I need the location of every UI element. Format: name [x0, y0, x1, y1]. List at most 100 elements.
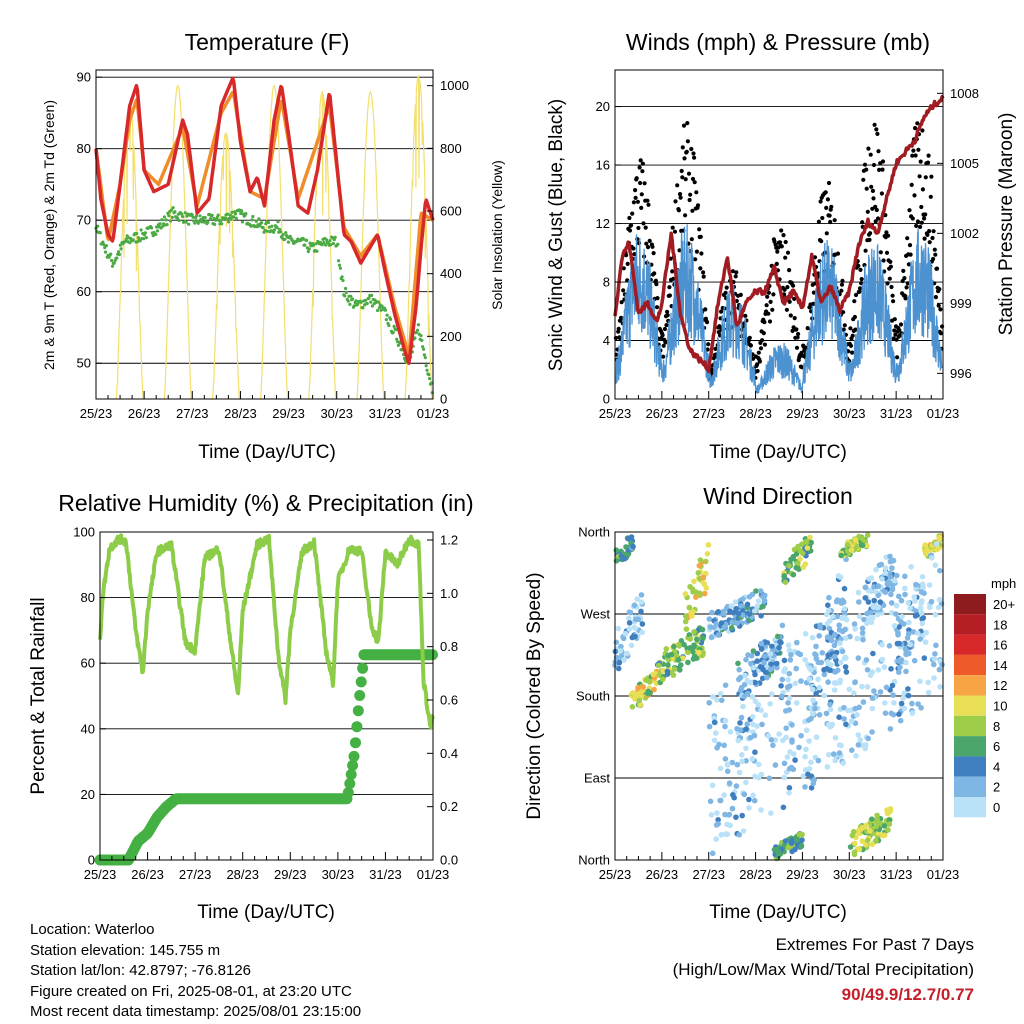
direction-point — [779, 622, 786, 629]
direction-point — [750, 664, 757, 671]
direction-point — [866, 616, 872, 622]
direction-point — [821, 671, 828, 678]
gust-point — [908, 252, 913, 257]
dewpoint-point — [259, 221, 264, 225]
direction-point — [798, 732, 804, 739]
direction-point — [757, 588, 764, 594]
x-tick-label: 25/23 — [80, 406, 113, 421]
direction-point — [740, 703, 746, 710]
gust-point — [818, 199, 823, 204]
direction-point — [768, 661, 774, 667]
gust-point — [641, 221, 646, 226]
direction-point — [810, 686, 816, 693]
direction-point — [790, 571, 797, 578]
gust-point — [775, 249, 780, 254]
y-tick-label: 200 — [440, 329, 462, 344]
direction-point — [810, 697, 816, 704]
direction-point — [760, 603, 766, 610]
gust-point — [787, 299, 792, 304]
direction-point — [780, 804, 787, 811]
direction-point — [865, 599, 872, 605]
direction-point — [824, 621, 831, 627]
direction-point — [708, 634, 715, 641]
dewpoint-point — [324, 238, 329, 242]
direction-point — [790, 555, 796, 562]
direction-point — [854, 712, 860, 718]
direction-point — [627, 609, 634, 616]
gust-point — [853, 327, 858, 332]
gust-point — [701, 274, 706, 279]
dewpoint-point — [164, 218, 168, 222]
gust-point — [857, 286, 863, 291]
gust-point — [910, 153, 915, 158]
direction-point — [848, 718, 855, 724]
dewpoint-point — [194, 214, 199, 218]
direction-point — [840, 760, 847, 766]
gust-point — [871, 162, 877, 168]
direction-point — [860, 636, 866, 643]
dewpoint-point — [232, 215, 236, 219]
direction-point — [849, 832, 856, 839]
dewpoint-point — [283, 237, 287, 241]
dewpoint-point — [96, 224, 100, 228]
gust-point — [875, 216, 881, 221]
gust-point — [662, 326, 667, 332]
gust-point — [685, 139, 690, 144]
direction-point — [825, 660, 832, 667]
gust-point — [866, 146, 871, 151]
gust-point — [850, 333, 855, 338]
direction-point — [766, 775, 773, 782]
y-tick-label: 20 — [596, 99, 610, 114]
direction-point — [846, 686, 853, 693]
dewpoint-point — [175, 216, 180, 220]
direction-point — [917, 636, 923, 642]
direction-point — [875, 604, 881, 611]
direction-point — [631, 624, 638, 631]
dewpoint-point — [416, 323, 420, 327]
station-info: Location: Waterloo Station elevation: 14… — [30, 920, 361, 1023]
dewpoint-point — [341, 278, 345, 283]
dewpoint-point — [286, 240, 290, 244]
y-tick-label: 0 — [603, 392, 610, 407]
direction-point — [917, 678, 923, 685]
x-axis-title: Time (Day/UTC) — [198, 442, 336, 463]
direction-point — [745, 652, 751, 658]
direction-point — [769, 643, 775, 650]
direction-point — [907, 605, 913, 611]
direction-point — [768, 691, 775, 697]
dewpoint-point — [101, 240, 105, 244]
direction-point — [853, 753, 859, 759]
gust-point — [785, 285, 790, 290]
direction-point — [762, 712, 769, 718]
y-tick-label: 1.0 — [440, 586, 458, 601]
dewpoint-point — [155, 229, 160, 233]
dewpoint-point — [249, 224, 253, 228]
direction-point — [885, 827, 891, 833]
gust-point — [640, 161, 645, 166]
direction-point — [852, 840, 858, 847]
direction-point — [800, 773, 807, 779]
gust-point — [824, 205, 829, 210]
direction-point — [792, 846, 798, 853]
gust-point — [873, 204, 878, 209]
gust-point — [901, 268, 906, 273]
y-tick-label: 0.8 — [440, 639, 458, 654]
direction-point — [864, 620, 870, 627]
gust-point — [853, 292, 859, 298]
direction-point — [907, 641, 913, 648]
y-tick-label: 8 — [603, 275, 610, 290]
direction-point — [715, 632, 722, 638]
direction-point — [743, 758, 749, 764]
direction-point — [713, 822, 720, 828]
gust-point — [828, 219, 833, 225]
direction-point — [736, 832, 742, 838]
direction-point — [717, 691, 724, 697]
direction-point — [779, 676, 786, 683]
direction-point — [899, 613, 905, 620]
direction-point — [793, 665, 799, 672]
gust-point — [670, 269, 675, 274]
direction-point — [735, 737, 742, 744]
direction-point — [682, 591, 689, 597]
dewpoint-point — [135, 232, 139, 236]
direction-point — [882, 589, 889, 595]
